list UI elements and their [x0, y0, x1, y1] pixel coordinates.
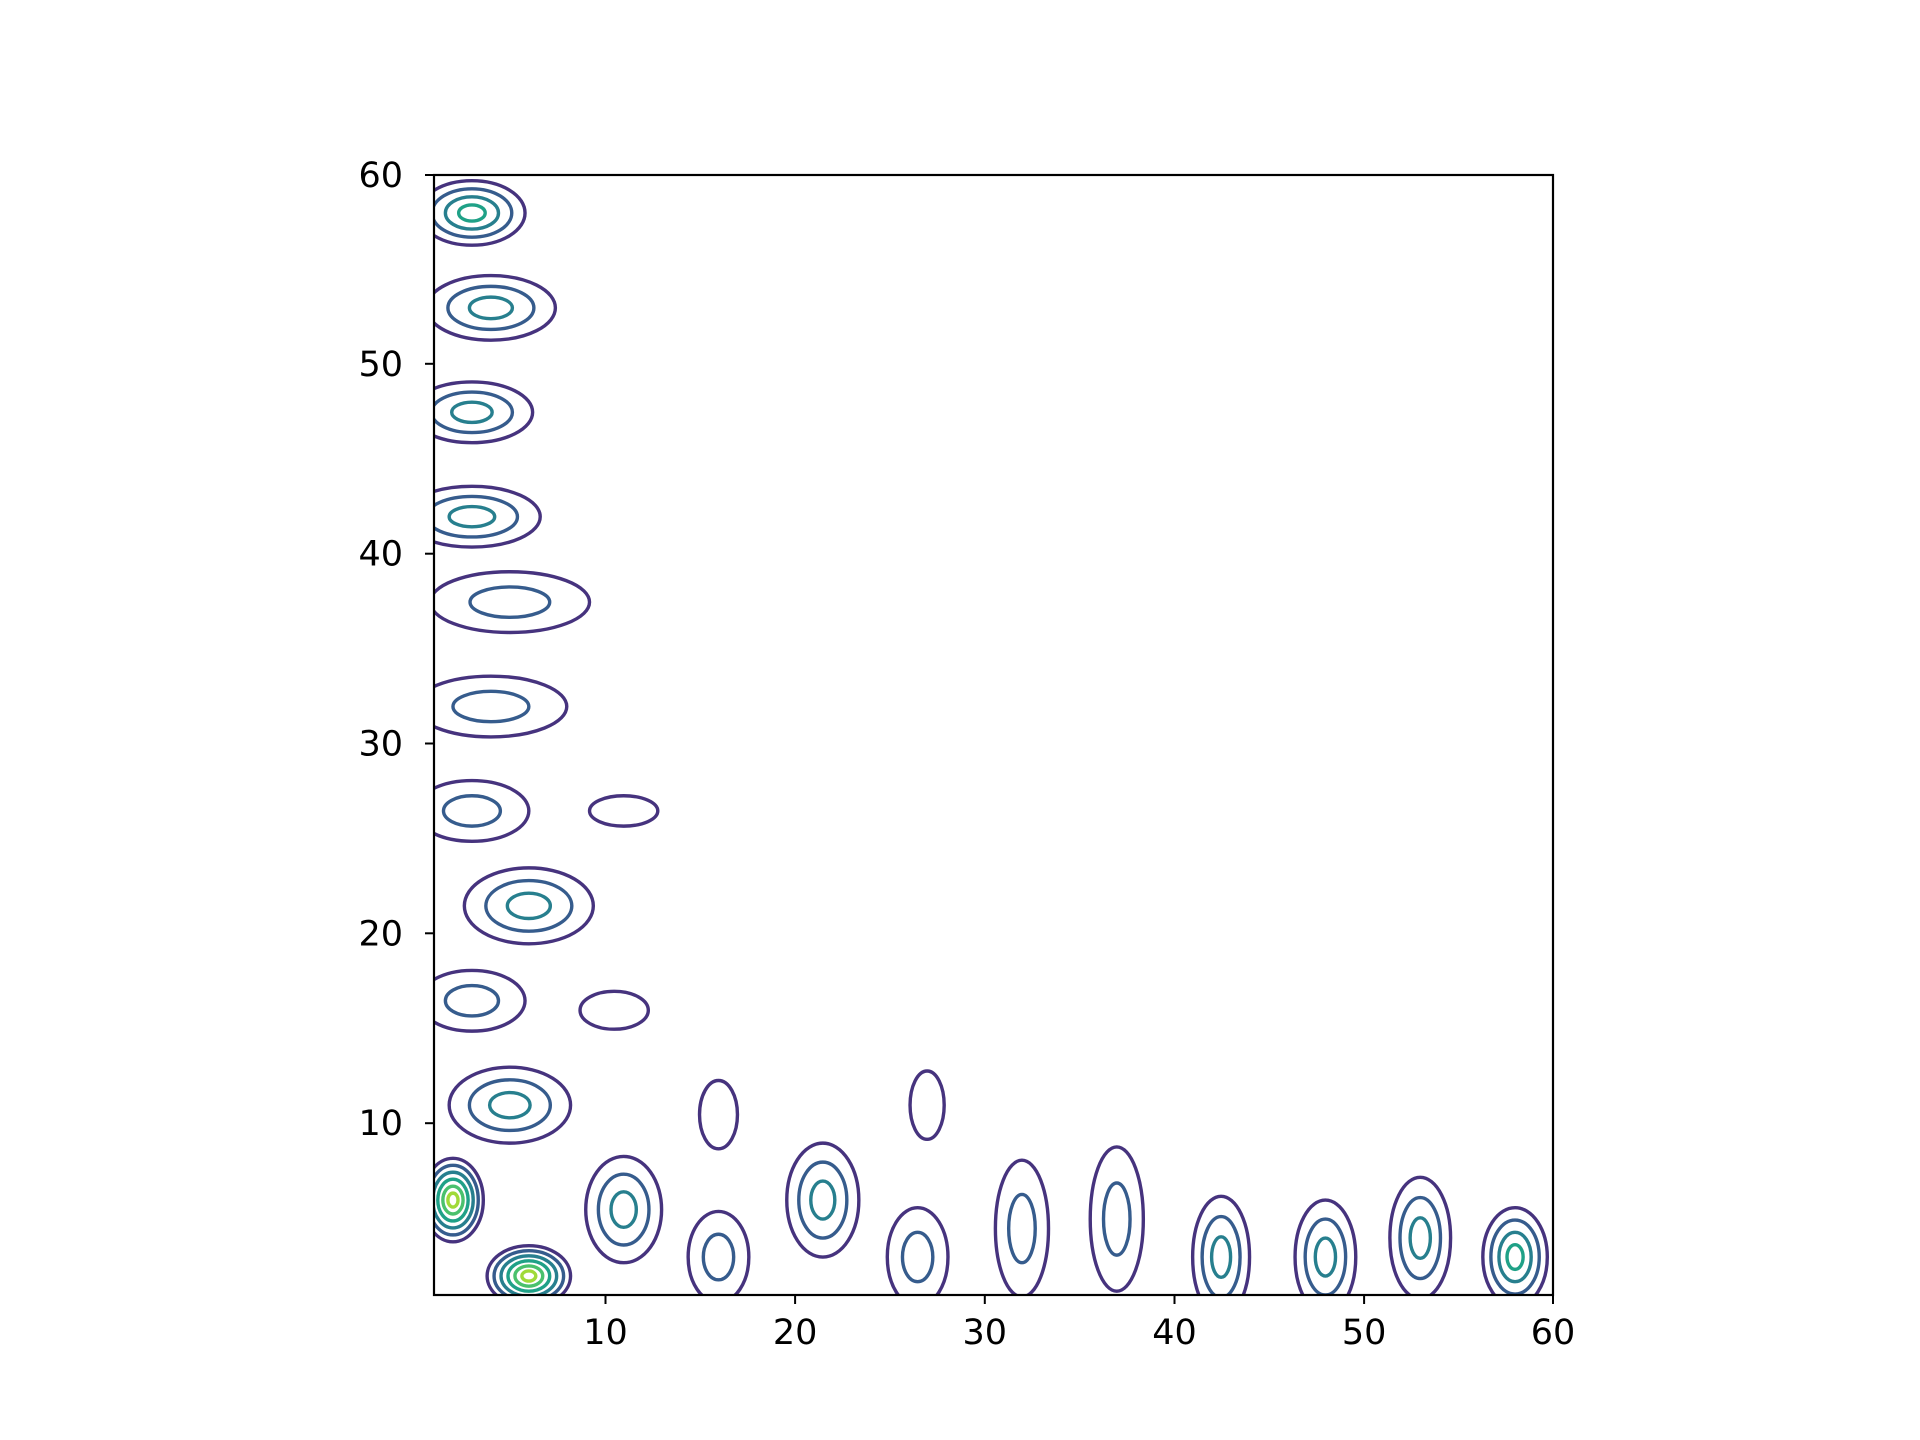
- contour-ring: [441, 1184, 465, 1216]
- contour-ring: [434, 390, 515, 435]
- contour-ring: [1497, 1230, 1533, 1284]
- contour-ring: [456, 203, 487, 223]
- contour-ring: [446, 284, 536, 332]
- contour-ring: [1006, 1192, 1037, 1265]
- y-tick-label: 30: [358, 725, 403, 765]
- contour-ring: [584, 1154, 664, 1265]
- contour-ring: [1088, 1145, 1146, 1293]
- contour-ring: [434, 494, 520, 539]
- contour-ring: [450, 400, 494, 425]
- contour-ring: [578, 989, 651, 1031]
- contour-lines: [434, 179, 1550, 1295]
- contour-ring: [434, 380, 535, 445]
- contour-ring: [1200, 1214, 1242, 1295]
- x-tick-label: 50: [1342, 1313, 1387, 1353]
- contour-ring: [697, 1078, 740, 1151]
- contour-ring: [1481, 1205, 1550, 1295]
- contour-ring: [1313, 1236, 1338, 1278]
- contour-ring: [506, 1259, 552, 1293]
- contour-ring: [468, 585, 552, 620]
- contour-ring: [505, 891, 553, 921]
- contour-ring: [485, 1243, 573, 1295]
- contour-ring: [434, 1163, 480, 1237]
- y-tick-label: 20: [358, 914, 403, 954]
- contour-ring: [434, 179, 527, 247]
- contour-ring: [1101, 1181, 1132, 1257]
- contour-ring: [434, 674, 569, 739]
- y-tick-label: 40: [358, 535, 403, 575]
- contour-ring: [609, 1190, 639, 1229]
- contour-ring: [1505, 1242, 1525, 1272]
- plot-frame: [432, 173, 1555, 1297]
- contour-ring: [434, 484, 542, 549]
- contour-ring: [499, 1254, 559, 1295]
- contour-ring: [993, 1158, 1051, 1295]
- contour-ring: [686, 1209, 751, 1295]
- contour-ring: [446, 1191, 460, 1209]
- x-tick-label: 10: [583, 1313, 628, 1353]
- y-tick-label: 50: [358, 345, 403, 385]
- contour-ring: [467, 295, 515, 321]
- contour-ring: [434, 968, 527, 1033]
- contour-ring: [1408, 1216, 1433, 1260]
- contour-ring: [1293, 1198, 1358, 1295]
- x-tick-label: 30: [963, 1313, 1008, 1353]
- contour-ring: [1398, 1195, 1443, 1281]
- x-axis: 10 20 30 40 50 60: [583, 1295, 1575, 1353]
- contour-ring: [908, 1069, 946, 1142]
- contour-ring: [447, 504, 497, 529]
- contour-ring: [447, 1065, 573, 1145]
- contour-ring: [1209, 1235, 1233, 1279]
- contour-ring: [434, 778, 531, 843]
- contour-ring: [487, 1090, 532, 1120]
- plot-area: [434, 175, 1553, 1295]
- contour-ring: [785, 1141, 861, 1259]
- contour-ring: [434, 187, 514, 239]
- contour-ring: [443, 195, 501, 231]
- y-axis: 10 20 30 40 50 60: [358, 156, 434, 1144]
- x-tick-label: 40: [1152, 1313, 1197, 1353]
- contour-ring: [443, 983, 501, 1018]
- contour-ring: [797, 1160, 849, 1240]
- contour-ring: [900, 1230, 935, 1284]
- contour-ring: [1388, 1175, 1453, 1295]
- contour-ring: [587, 794, 660, 828]
- contour-ring: [484, 878, 574, 933]
- contour-ring: [885, 1205, 950, 1295]
- contour-ring: [436, 1177, 470, 1223]
- contour-ring: [520, 1269, 538, 1283]
- contour-ring: [492, 1249, 566, 1295]
- contour-ring: [1190, 1194, 1252, 1295]
- contour-ring: [1303, 1217, 1348, 1295]
- contour-ring: [434, 570, 592, 635]
- contour-ring: [809, 1179, 837, 1221]
- y-tick-label: 10: [358, 1104, 403, 1144]
- contour-ring: [441, 794, 503, 828]
- contour-ring: [434, 273, 558, 342]
- x-tick-label: 60: [1531, 1313, 1576, 1353]
- contour-ring: [451, 689, 531, 724]
- y-tick-label: 60: [358, 156, 403, 196]
- contour-ring: [467, 1078, 553, 1133]
- contour-ring: [513, 1264, 545, 1288]
- contour-ring: [701, 1232, 736, 1282]
- contour-ring: [596, 1172, 651, 1247]
- contour-ring: [434, 1170, 475, 1230]
- x-tick-label: 20: [773, 1313, 818, 1353]
- contour-ring: [462, 866, 596, 946]
- contour-ring: [434, 1156, 486, 1244]
